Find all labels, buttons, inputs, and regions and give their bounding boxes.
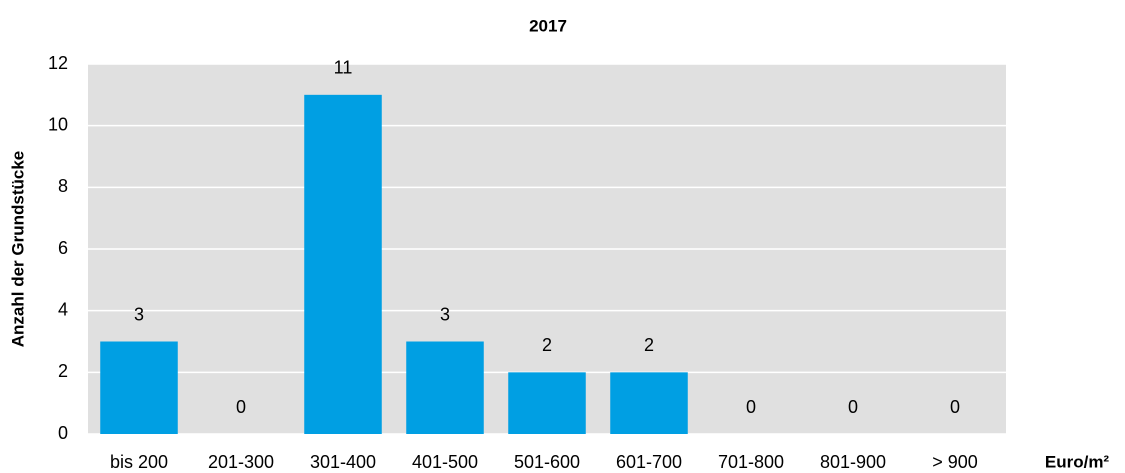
data-label: 0: [236, 397, 246, 417]
data-label: 0: [746, 397, 756, 417]
x-tick-label: > 900: [932, 452, 978, 472]
data-label: 0: [950, 397, 960, 417]
x-tick-label: 401-500: [412, 452, 478, 472]
x-tick-label: 201-300: [208, 452, 274, 472]
y-tick-label: 2: [58, 361, 68, 381]
bar: [610, 372, 688, 434]
y-tick-label: 0: [58, 423, 68, 443]
data-label: 3: [134, 304, 144, 324]
data-label: 2: [644, 335, 654, 355]
chart-title: 2017: [529, 16, 567, 35]
x-tick-label: 601-700: [616, 452, 682, 472]
x-tick-label: 301-400: [310, 452, 376, 472]
x-tick-label: 701-800: [718, 452, 784, 472]
data-label: 0: [848, 397, 858, 417]
bar: [100, 341, 178, 434]
y-tick-label: 4: [58, 299, 68, 319]
x-tick-label: 801-900: [820, 452, 886, 472]
bar: [304, 94, 382, 434]
bar: [508, 372, 586, 434]
bar: [406, 341, 484, 434]
y-tick-label: 12: [48, 53, 68, 73]
data-label: 2: [542, 335, 552, 355]
x-axis-label: Euro/m²: [1045, 452, 1110, 471]
data-label: 11: [334, 58, 353, 78]
x-tick-label: bis 200: [110, 452, 168, 472]
y-tick-label: 6: [58, 238, 68, 258]
x-tick-label: 501-600: [514, 452, 580, 472]
y-tick-label: 10: [48, 114, 68, 134]
y-tick-label: 8: [58, 176, 68, 196]
y-axis-label: Anzahl der Grundstücke: [8, 151, 27, 347]
data-label: 3: [440, 304, 450, 324]
